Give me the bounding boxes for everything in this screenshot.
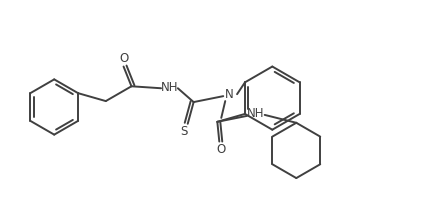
Text: O: O (119, 52, 128, 65)
Text: O: O (217, 143, 226, 156)
Text: S: S (180, 125, 187, 138)
Text: N: N (225, 88, 233, 101)
Text: NH: NH (161, 81, 179, 94)
Text: NH: NH (247, 108, 265, 120)
